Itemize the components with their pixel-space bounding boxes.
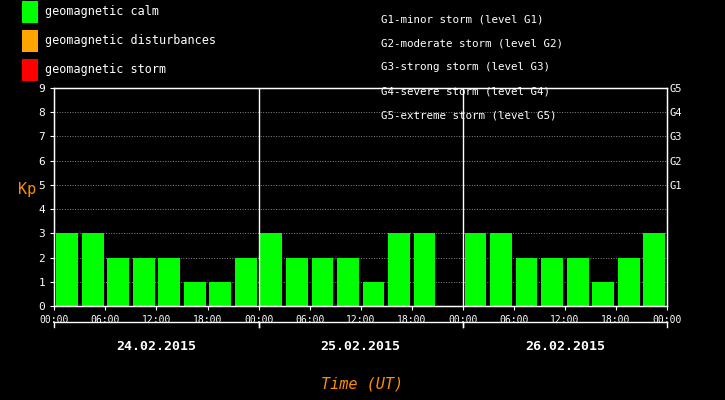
Bar	[210, 282, 231, 306]
Bar	[515, 258, 537, 306]
Text: G1-minor storm (level G1): G1-minor storm (level G1)	[381, 14, 543, 24]
Text: geomagnetic storm: geomagnetic storm	[45, 63, 166, 76]
Bar	[388, 233, 410, 306]
Bar	[133, 258, 154, 306]
Text: Time (UT): Time (UT)	[321, 376, 404, 392]
Bar	[643, 233, 665, 306]
Bar	[362, 282, 384, 306]
Bar	[82, 233, 104, 306]
Bar	[465, 233, 486, 306]
Y-axis label: Kp: Kp	[17, 182, 36, 197]
Text: geomagnetic calm: geomagnetic calm	[45, 6, 159, 18]
Text: 24.02.2015: 24.02.2015	[117, 340, 196, 352]
Bar	[107, 258, 129, 306]
Bar	[618, 258, 639, 306]
Bar	[567, 258, 589, 306]
Bar	[490, 233, 512, 306]
Bar	[414, 233, 435, 306]
Text: 25.02.2015: 25.02.2015	[320, 340, 401, 352]
Bar	[592, 282, 614, 306]
Bar	[235, 258, 257, 306]
Text: G4-severe storm (level G4): G4-severe storm (level G4)	[381, 86, 550, 96]
Bar	[158, 258, 180, 306]
Bar	[184, 282, 206, 306]
Bar	[312, 258, 334, 306]
Text: geomagnetic disturbances: geomagnetic disturbances	[45, 34, 216, 47]
Bar	[260, 233, 282, 306]
Text: G2-moderate storm (level G2): G2-moderate storm (level G2)	[381, 38, 563, 48]
Bar	[337, 258, 359, 306]
Text: 26.02.2015: 26.02.2015	[525, 340, 605, 352]
Bar	[286, 258, 307, 306]
Bar	[542, 258, 563, 306]
Text: G3-strong storm (level G3): G3-strong storm (level G3)	[381, 62, 550, 72]
Bar	[57, 233, 78, 306]
Text: G5-extreme storm (level G5): G5-extreme storm (level G5)	[381, 110, 556, 120]
